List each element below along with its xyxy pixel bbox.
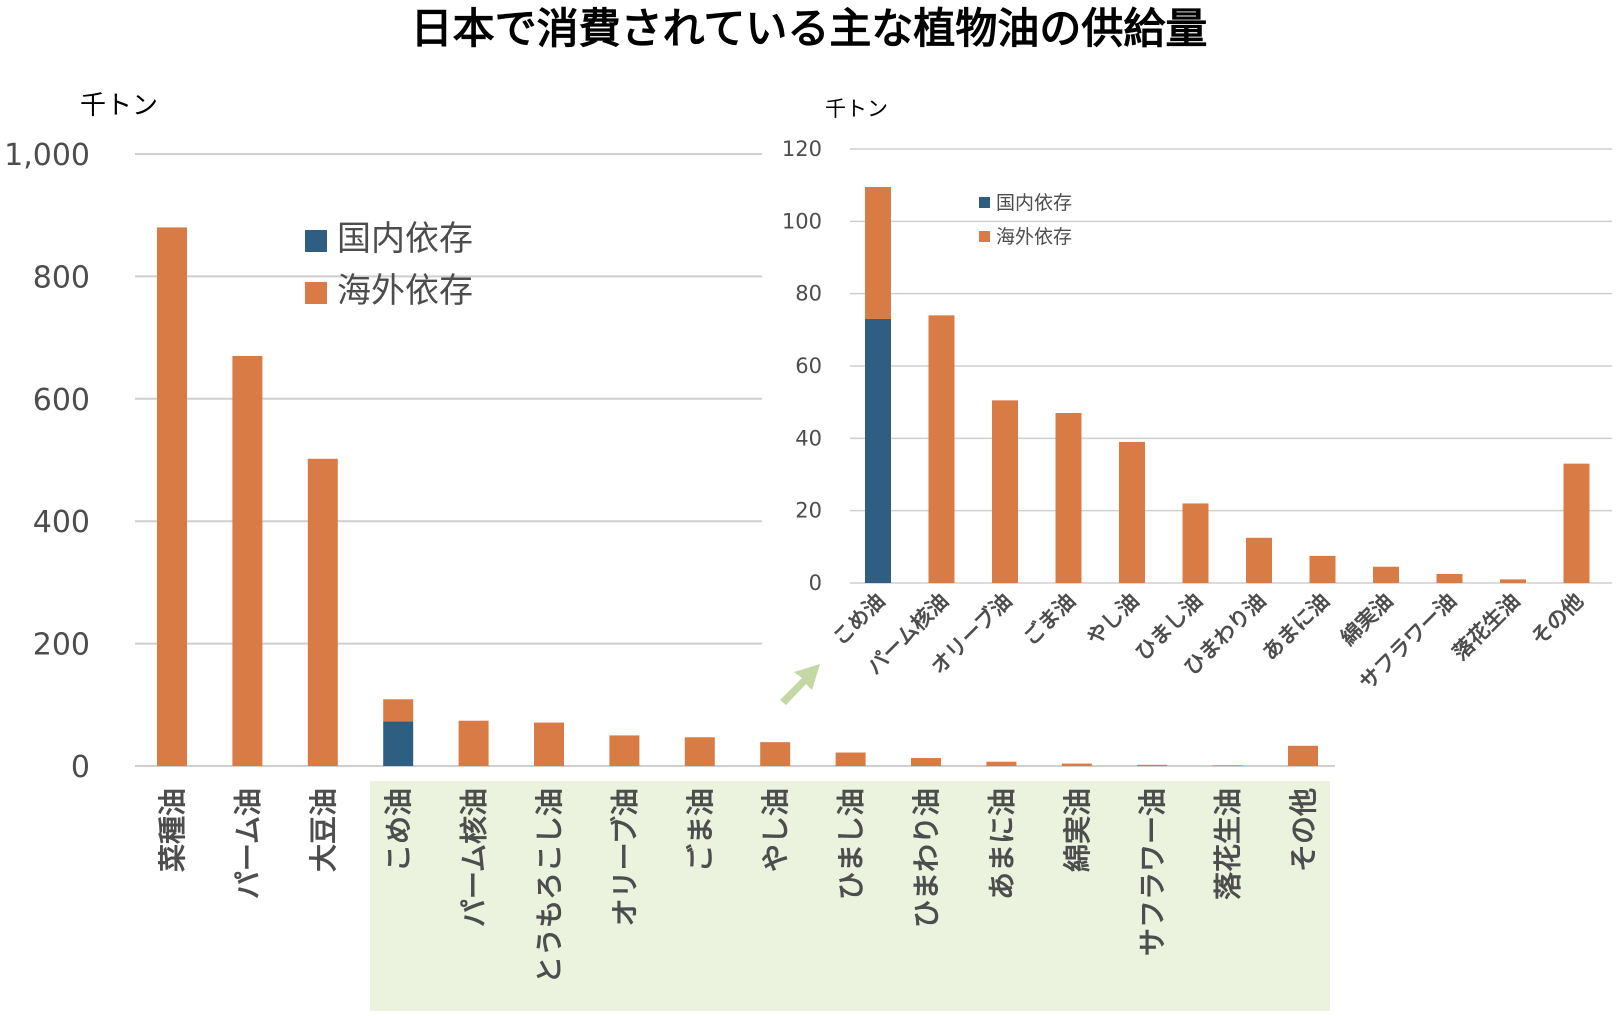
y-tick-label: 1,000 [4, 138, 90, 173]
x-tick-label: サフラワー油 [1136, 788, 1169, 956]
highlight-region [370, 781, 1330, 1011]
legend-swatch-overseas [305, 282, 327, 304]
y-unit-label: 千トン [80, 91, 158, 121]
x-tick-label: オリーブ油 [608, 788, 641, 926]
bar-overseas [534, 722, 564, 766]
y-tick-label: 60 [795, 354, 822, 378]
y-tick-label: 400 [33, 505, 90, 540]
x-tick-label: ごま油 [684, 788, 717, 872]
y-tick-label: 40 [795, 426, 822, 450]
y-tick-label: 200 [33, 628, 90, 663]
x-tick-label: あまに油 [1258, 589, 1334, 665]
bar-overseas [911, 758, 941, 766]
y-tick-label: 0 [809, 571, 822, 595]
bar-overseas [383, 699, 414, 722]
y-tick-label: 80 [795, 282, 822, 306]
x-tick-label: 落花生油 [1212, 788, 1245, 900]
y-tick-label: 600 [33, 383, 90, 418]
bar-overseas [992, 400, 1018, 583]
x-tick-label: 菜種油 [156, 788, 189, 872]
x-tick-label: パーム核油 [458, 788, 491, 927]
x-tick-label: その他 [1287, 788, 1320, 872]
x-tick-label: ごま油 [1019, 589, 1081, 651]
bar-overseas [1436, 573, 1463, 583]
bar-overseas [232, 355, 263, 766]
x-tick-label: 大豆油 [307, 788, 340, 872]
y-tick-label: 0 [71, 750, 90, 785]
x-tick-label: 綿実油 [1061, 788, 1094, 872]
bar-overseas [1246, 537, 1272, 583]
legend-swatch-domestic [305, 230, 327, 252]
x-tick-label: こめ油 [382, 788, 415, 872]
bar-overseas [157, 227, 187, 766]
x-tick-label: やし油 [759, 788, 792, 872]
bar-overseas [1309, 555, 1336, 583]
bar-domestic [865, 318, 891, 583]
y-tick-label: 20 [795, 499, 822, 523]
x-tick-label: 落花生油 [1448, 589, 1524, 665]
bar-overseas [458, 720, 489, 766]
bar-overseas [1137, 764, 1168, 766]
legend-label-domestic: 国内依存 [337, 219, 473, 259]
bar-overseas [1563, 463, 1590, 583]
bar-overseas [928, 315, 955, 583]
x-tick-label: あまに油 [985, 788, 1018, 900]
bar-overseas [835, 752, 866, 766]
bar-overseas [1500, 579, 1526, 583]
bar-overseas [986, 761, 1017, 766]
x-tick-label: パーム油 [231, 788, 264, 899]
bar-overseas [1288, 745, 1318, 766]
x-tick-label: その他 [1527, 589, 1589, 651]
bar-overseas [307, 458, 338, 766]
bar-domestic [383, 721, 414, 766]
x-tick-label: こめ油 [828, 589, 890, 651]
page-title: 日本で消費されている主な植物油の供給量 [410, 4, 1208, 53]
bar-overseas [760, 742, 791, 766]
legend-label-domestic: 国内依存 [996, 192, 1072, 214]
x-tick-label: 綿実油 [1336, 589, 1398, 651]
legend-swatch-domestic [979, 197, 990, 208]
bar-overseas [1373, 566, 1399, 583]
legend-swatch-overseas [979, 231, 990, 242]
bar-overseas [1061, 763, 1092, 766]
bar-overseas [1182, 503, 1209, 583]
y-unit-label: 千トン [825, 97, 888, 121]
x-tick-label: ひまわり油 [910, 788, 943, 928]
x-tick-label: ひまし油 [835, 788, 868, 900]
legend-label-overseas: 海外依存 [337, 271, 473, 311]
bar-overseas [684, 737, 715, 766]
y-tick-label: 800 [33, 260, 90, 295]
bar-overseas [1119, 441, 1145, 583]
arrow-icon [780, 664, 820, 705]
bar-overseas [1055, 413, 1082, 583]
x-tick-label: とうもろこし油 [533, 788, 566, 984]
bar-overseas [609, 735, 640, 766]
y-tick-label: 100 [782, 209, 822, 233]
x-tick-label: やし油 [1082, 589, 1144, 651]
bar-overseas [865, 186, 891, 319]
legend-label-overseas: 海外依存 [996, 226, 1072, 248]
bar-overseas [1212, 765, 1243, 766]
y-tick-label: 120 [782, 137, 822, 161]
